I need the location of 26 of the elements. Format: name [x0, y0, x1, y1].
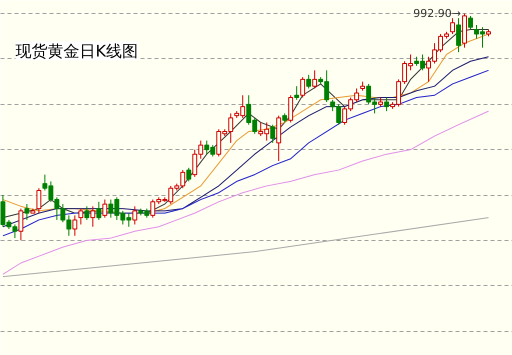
candlestick: [270, 124, 276, 144]
candlestick: [24, 204, 30, 220]
candlestick: [288, 94, 294, 123]
candlestick: [186, 167, 192, 182]
candlestick: [282, 112, 288, 123]
candlestick: [18, 208, 24, 241]
candlestick: [306, 74, 312, 89]
annotation: 992.90→: [413, 7, 461, 20]
candlestick: [456, 18, 461, 53]
candlestick: [72, 214, 78, 236]
candlestick: [36, 188, 42, 214]
candlestick: [90, 206, 96, 228]
candlestick: [294, 86, 300, 100]
candlestick: [468, 15, 473, 30]
candlestick: [312, 70, 318, 89]
candlestick: [78, 208, 84, 225]
candlestick: [360, 81, 366, 92]
text: 现货黄金日K线图: [16, 42, 138, 60]
candlestick: [384, 97, 390, 112]
candlestick: [300, 76, 306, 98]
candlestick: [102, 199, 108, 218]
candlestick: [450, 18, 455, 35]
candlestick: [96, 201, 102, 220]
candlestick: [378, 97, 384, 108]
candlestick: [132, 206, 138, 225]
candlestick: [84, 206, 90, 220]
